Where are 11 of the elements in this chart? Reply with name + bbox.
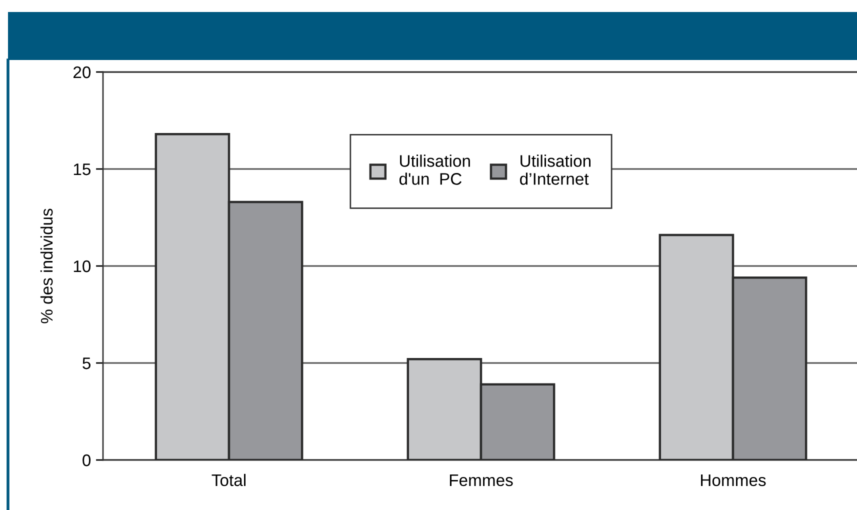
x-tick-label: Total [212,474,246,486]
x-tick-label: Hommes [701,474,766,486]
y-tick-label: 15 [74,164,90,176]
y-axis-title: % des individus [40,208,53,324]
legend-label: Utilisation d'un PC [399,154,470,185]
y-tick-label: 20 [73,66,91,78]
y-tick-label: 5 [82,358,90,370]
y-tick-label: 0 [82,454,91,466]
x-tick-label: Femmes [450,474,513,486]
legend-label: Utilisation d’Internet [520,154,590,185]
y-tick-label: 10 [74,260,91,272]
